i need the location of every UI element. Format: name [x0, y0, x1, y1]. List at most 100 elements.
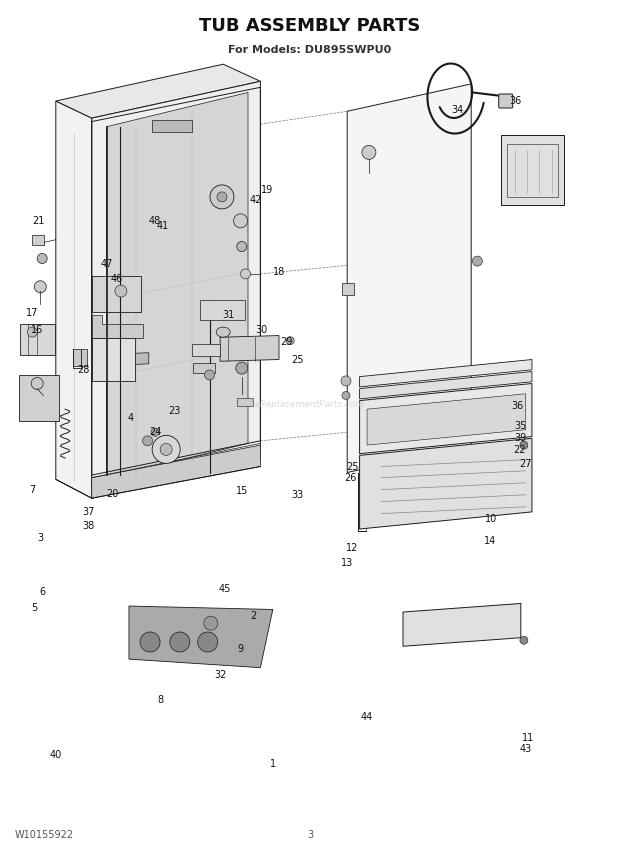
Text: 11: 11 — [522, 733, 534, 743]
Text: eReplacementParts.com: eReplacementParts.com — [255, 400, 365, 408]
Polygon shape — [73, 349, 87, 366]
Polygon shape — [92, 445, 260, 498]
Text: TUB ASSEMBLY PARTS: TUB ASSEMBLY PARTS — [199, 16, 421, 35]
Text: 35: 35 — [515, 421, 527, 431]
Circle shape — [115, 285, 127, 297]
Text: 34: 34 — [451, 104, 464, 115]
Polygon shape — [92, 315, 143, 338]
Text: W10155922: W10155922 — [15, 829, 74, 840]
Polygon shape — [92, 81, 260, 498]
Polygon shape — [360, 383, 532, 454]
FancyBboxPatch shape — [200, 300, 245, 320]
Text: 21: 21 — [32, 216, 45, 226]
Polygon shape — [19, 375, 59, 421]
Circle shape — [160, 443, 172, 455]
Text: 28: 28 — [78, 365, 90, 375]
Polygon shape — [20, 324, 55, 355]
Circle shape — [170, 632, 190, 652]
Circle shape — [34, 281, 46, 293]
Text: 32: 32 — [214, 669, 226, 680]
Text: 15: 15 — [236, 486, 248, 496]
Text: 10: 10 — [485, 514, 497, 524]
Text: 40: 40 — [50, 750, 62, 760]
Text: 20: 20 — [107, 489, 119, 499]
Polygon shape — [92, 276, 141, 312]
Circle shape — [210, 185, 234, 209]
Text: 47: 47 — [100, 259, 113, 269]
Text: 4: 4 — [127, 413, 133, 423]
Text: 3: 3 — [37, 532, 43, 543]
Circle shape — [341, 376, 351, 386]
Circle shape — [205, 370, 215, 380]
Text: 13: 13 — [341, 558, 353, 568]
Text: 38: 38 — [82, 520, 94, 531]
Text: 41: 41 — [156, 221, 169, 231]
Text: 33: 33 — [291, 490, 304, 500]
Circle shape — [234, 214, 247, 228]
Polygon shape — [56, 64, 260, 118]
Text: 25: 25 — [346, 461, 358, 472]
Circle shape — [236, 362, 248, 374]
Text: 23: 23 — [169, 406, 181, 416]
Text: 36: 36 — [512, 401, 524, 411]
Polygon shape — [129, 606, 273, 668]
Circle shape — [27, 327, 37, 337]
Polygon shape — [220, 336, 279, 361]
Text: 39: 39 — [515, 433, 527, 443]
Polygon shape — [360, 360, 532, 387]
Text: 9: 9 — [237, 644, 244, 654]
Polygon shape — [92, 338, 135, 381]
FancyBboxPatch shape — [152, 120, 192, 132]
FancyBboxPatch shape — [192, 344, 220, 356]
Text: 16: 16 — [31, 325, 43, 336]
Text: 42: 42 — [249, 195, 262, 205]
Text: 44: 44 — [361, 712, 373, 722]
Text: 12: 12 — [346, 543, 358, 553]
Text: 1: 1 — [270, 758, 276, 769]
Circle shape — [217, 192, 227, 202]
Circle shape — [37, 253, 47, 264]
Text: 46: 46 — [110, 274, 123, 284]
Polygon shape — [347, 84, 471, 473]
Polygon shape — [56, 101, 92, 498]
Text: 29: 29 — [280, 337, 293, 348]
Polygon shape — [92, 353, 149, 366]
FancyBboxPatch shape — [342, 283, 354, 295]
Circle shape — [198, 632, 218, 652]
Text: For Models: DU895SWPU0: For Models: DU895SWPU0 — [228, 45, 392, 55]
Circle shape — [472, 256, 482, 266]
Text: 36: 36 — [510, 96, 522, 106]
FancyBboxPatch shape — [32, 235, 44, 245]
Text: 3: 3 — [307, 829, 313, 840]
Circle shape — [286, 336, 294, 345]
Text: 2: 2 — [250, 611, 256, 621]
Polygon shape — [107, 92, 248, 478]
Polygon shape — [403, 603, 521, 646]
Circle shape — [152, 436, 180, 463]
Circle shape — [520, 441, 528, 449]
Text: 6: 6 — [39, 587, 45, 597]
Text: 7: 7 — [29, 484, 35, 495]
Polygon shape — [367, 394, 526, 445]
Circle shape — [241, 269, 250, 279]
Ellipse shape — [216, 327, 230, 337]
FancyBboxPatch shape — [498, 94, 513, 108]
Text: 19: 19 — [260, 185, 273, 195]
Circle shape — [362, 146, 376, 159]
Text: 14: 14 — [484, 536, 496, 546]
Polygon shape — [360, 372, 532, 399]
Text: 25: 25 — [291, 354, 304, 365]
Text: 45: 45 — [218, 584, 231, 594]
Circle shape — [520, 636, 528, 645]
Text: 27: 27 — [520, 459, 532, 469]
FancyBboxPatch shape — [237, 398, 253, 406]
Circle shape — [140, 632, 160, 652]
Circle shape — [31, 377, 43, 389]
Text: 26: 26 — [344, 473, 356, 483]
Text: 17: 17 — [26, 308, 38, 318]
FancyBboxPatch shape — [193, 363, 215, 373]
Circle shape — [143, 436, 153, 446]
Polygon shape — [501, 135, 564, 205]
Circle shape — [151, 428, 159, 437]
Circle shape — [237, 241, 247, 252]
